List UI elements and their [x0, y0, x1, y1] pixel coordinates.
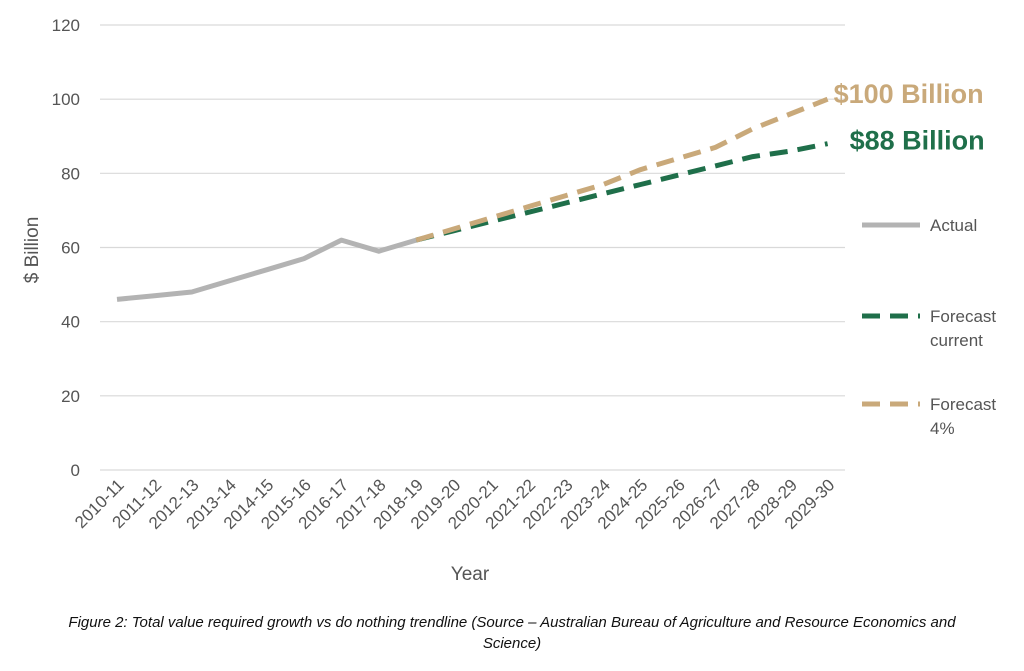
series-line-1 [116, 237, 417, 302]
caption-line-2: Science) [482, 635, 542, 652]
caption-line-1: Figure 2: Total value required growth vs… [68, 614, 956, 631]
annotation-label: $88 Billion [850, 126, 985, 156]
legend: Actual Forecast current Forecast 4% [862, 216, 996, 438]
annotation-label: $100 Billion [834, 79, 984, 109]
y-tick-labels: 0 20 40 60 80 100 120 [52, 16, 80, 480]
x-tick-labels: 2010-112011-122012-132013-142014-152015-… [71, 475, 838, 533]
chart-container: 0 20 40 60 80 100 120 2010-11 2011-12 2012-13 201… [22, 16, 996, 585]
figure-caption: Figure 2: Total value required growth vs… [12, 612, 1012, 654]
series-line-2 [415, 141, 829, 243]
series-lines [116, 96, 829, 302]
legend-label: Forecast [930, 307, 996, 326]
y-tick-label: 120 [52, 16, 80, 35]
legend-label: Actual [930, 216, 977, 235]
legend-label: current [930, 331, 983, 350]
series-line-3 [415, 96, 829, 243]
legend-label: Forecast [930, 395, 996, 414]
x-axis-title: Year [451, 564, 490, 585]
y-tick-label: 80 [61, 164, 80, 183]
y-axis-title: $ Billion [22, 217, 43, 284]
y-tick-label: 100 [52, 90, 80, 109]
gridlines [100, 24, 845, 471]
y-tick-label: 0 [71, 461, 80, 480]
y-tick-label: 40 [61, 313, 80, 332]
y-tick-label: 60 [61, 239, 80, 258]
legend-label: 4% [930, 419, 955, 438]
line-chart: 0 20 40 60 80 100 120 2010-112011-122012-13201… [22, 16, 996, 585]
annotations: $100 Billion $88 Billion [834, 79, 985, 156]
y-tick-label: 20 [61, 387, 80, 406]
